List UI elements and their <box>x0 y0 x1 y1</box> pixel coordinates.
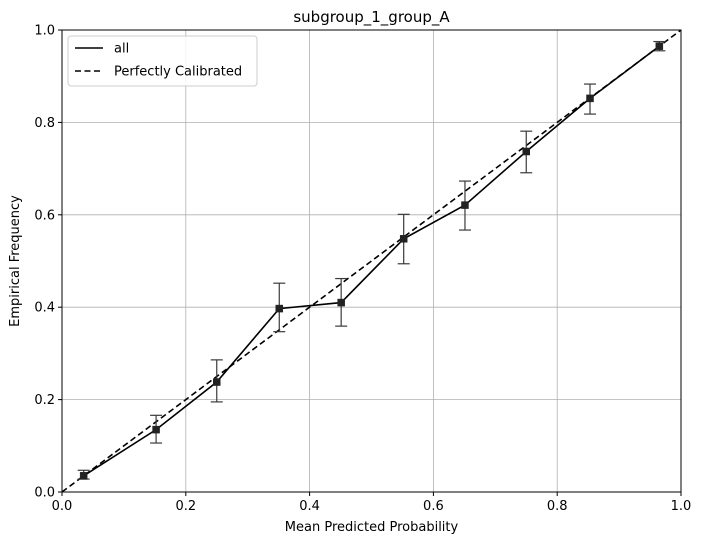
legend-box <box>67 35 258 87</box>
data-point <box>337 298 345 307</box>
x-tick-label: 0.6 <box>423 499 444 514</box>
x-tick-label: 0.2 <box>175 499 196 514</box>
data-point <box>399 235 408 243</box>
x-tick-label: 1.0 <box>671 499 692 514</box>
legend-entry-perfectly-calibrated: Perfectly Calibrated <box>114 65 242 80</box>
series-layer <box>61 29 682 493</box>
data-point <box>79 472 88 480</box>
data-point <box>655 42 664 50</box>
x-tick-label: 0.4 <box>299 499 320 514</box>
data-point <box>461 201 469 209</box>
y-tick-label: 1.0 <box>34 24 55 39</box>
data-point <box>213 378 221 386</box>
y-tick-label: 0.2 <box>34 393 55 408</box>
y-tick-label: 0.4 <box>34 301 55 316</box>
axis-ticks: 0.0 0.2 0.4 0.6 0.8 1.0 0.0 0.2 0.4 0.6 0.8 1.0 <box>34 24 691 515</box>
x-tick-label: 0.8 <box>547 499 568 514</box>
perfectly-calibrated-line <box>61 29 682 493</box>
data-point <box>522 147 530 156</box>
data-point <box>152 425 160 434</box>
x-axis-label: Mean Predicted Probability <box>285 520 459 535</box>
data-point <box>275 304 284 313</box>
y-tick-label: 0.8 <box>34 116 55 131</box>
data-point <box>586 94 594 103</box>
y-axis-label: Empirical Frequency <box>8 195 23 327</box>
y-tick-label: 0.6 <box>34 208 55 223</box>
y-tick-label: 0.0 <box>34 486 55 501</box>
series-line-all <box>83 45 660 477</box>
legend-entry-all: all <box>114 42 129 57</box>
chart-title: subgroup_1_group_A <box>293 8 450 27</box>
plot-frame <box>61 29 682 493</box>
x-tick-label: 0.0 <box>52 499 73 514</box>
legend: all Perfectly Calibrated <box>67 35 258 87</box>
